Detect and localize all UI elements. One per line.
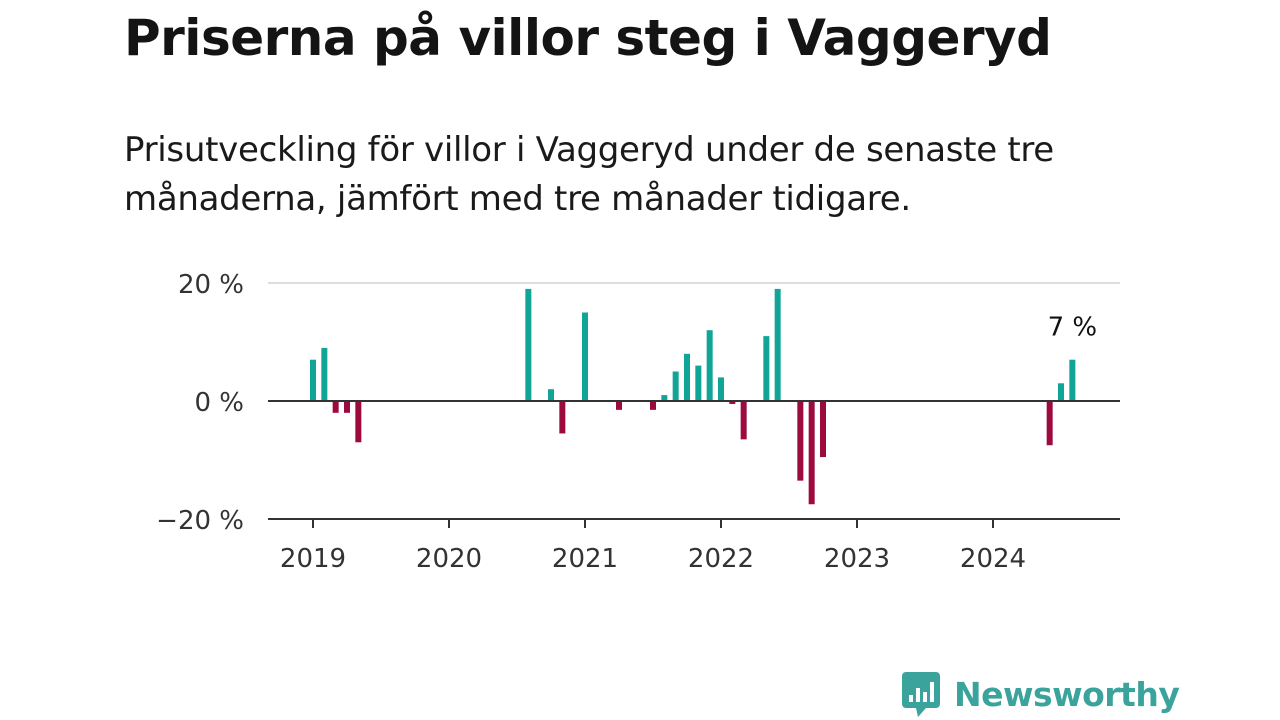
- chart-subtitle: Prisutveckling för villor i Vaggeryd und…: [124, 130, 1054, 219]
- y-tick-label: −20 %: [156, 506, 244, 536]
- bar: [672, 371, 679, 401]
- bar: [797, 401, 804, 481]
- x-tick-label: 2024: [960, 544, 1026, 574]
- bar-chart: 20 % 0 % −20 % 2019 2020 2021 2022 2023 2024 7 %: [156, 270, 1120, 574]
- brand-logo: Newsworthy: [900, 670, 1180, 718]
- bar: [740, 401, 747, 440]
- bar: [763, 336, 770, 401]
- bar: [548, 389, 554, 401]
- data-label: 7 %: [1048, 313, 1098, 343]
- bar: [661, 395, 668, 401]
- bar: [1046, 401, 1053, 446]
- bar: [650, 401, 656, 410]
- bar: [321, 347, 328, 401]
- bar: [718, 377, 724, 401]
- x-tick-label: 2023: [824, 544, 890, 574]
- chart-title: Priserna på villor steg i Vaggeryd: [124, 9, 1052, 67]
- bar: [695, 365, 702, 401]
- bar: [559, 401, 566, 434]
- x-tick-label: 2021: [552, 544, 618, 574]
- x-tick-label: 2020: [416, 544, 482, 574]
- bar: [582, 312, 588, 401]
- bar: [808, 401, 815, 505]
- bar: [1058, 383, 1064, 401]
- bar: [820, 401, 826, 458]
- bar: [616, 401, 622, 410]
- x-tick-label: 2019: [280, 544, 346, 574]
- bar: [355, 401, 362, 443]
- bar: [310, 359, 316, 401]
- bar: [774, 288, 781, 401]
- x-tick-label: 2022: [688, 544, 754, 574]
- brand-name: Newsworthy: [954, 674, 1180, 714]
- newsworthy-logo-icon: [902, 672, 940, 717]
- bar: [706, 330, 713, 401]
- bar: [684, 353, 690, 401]
- bar: [729, 401, 736, 404]
- bar: [525, 288, 532, 401]
- bar: [344, 401, 350, 413]
- y-tick-label: 0 %: [194, 388, 244, 418]
- bar: [332, 401, 339, 413]
- bar: [1069, 359, 1076, 401]
- y-tick-label: 20 %: [178, 270, 244, 300]
